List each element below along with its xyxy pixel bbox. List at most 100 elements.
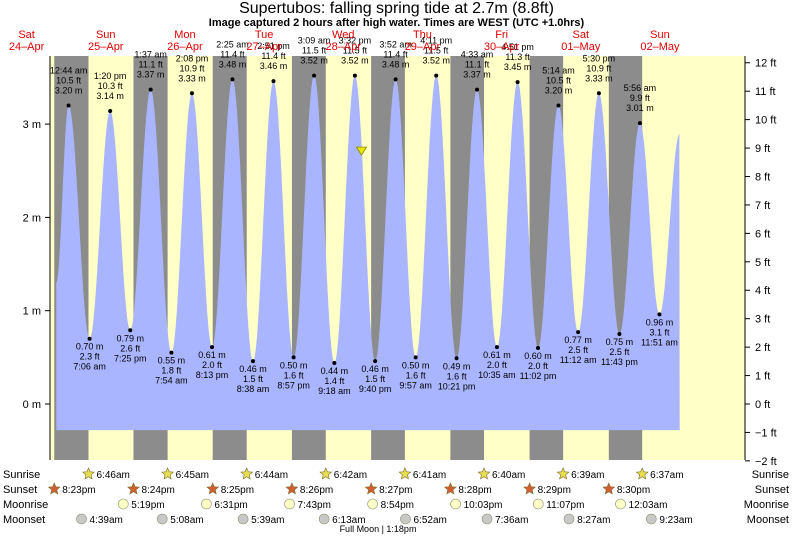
- high-tide-label: 3.20 m: [545, 85, 573, 95]
- high-tide-label: 5:30 pm: [583, 53, 616, 63]
- low-tide-label: 0.96 m: [646, 317, 674, 327]
- sunset-row-label-right: Sunset: [755, 484, 789, 496]
- day-name: Sat: [573, 29, 590, 41]
- moonrise-icon: [284, 498, 295, 510]
- sunset-time: 8:26pm: [300, 485, 333, 496]
- current-level-marker: [355, 146, 368, 156]
- moonrise-time: 11:07pm: [546, 500, 584, 511]
- sunset-icon: [602, 482, 616, 495]
- low-tide-label: 0.61 m: [198, 350, 226, 360]
- low-tide-label: 11:12 am: [560, 355, 597, 365]
- sunrise-icon: [161, 467, 175, 480]
- extreme-point: [108, 109, 113, 114]
- moonset-time: 9:23am: [659, 515, 692, 526]
- right-tick-label: −1 ft: [755, 427, 777, 439]
- low-tide-label: 0.50 m: [402, 360, 430, 370]
- moonset-time: 7:36am: [495, 515, 528, 526]
- extreme-point: [148, 87, 153, 92]
- high-tide-label: 3.46 m: [260, 61, 288, 71]
- extreme-point: [434, 73, 439, 78]
- right-tick-label: 4 ft: [755, 285, 770, 297]
- left-tick-label: 0 m: [23, 399, 41, 411]
- low-tide-label: 1.8 ft: [161, 366, 182, 376]
- tide-area: [56, 75, 680, 431]
- low-tide-label: 0.49 m: [443, 361, 471, 371]
- moonset-time: 5:08am: [170, 515, 203, 526]
- moonrise-time: 10:03pm: [464, 500, 503, 511]
- low-tide-label: 9:18 am: [318, 386, 351, 396]
- sunrise-icon: [319, 467, 333, 480]
- right-tick-label: 1 ft: [755, 371, 770, 383]
- extreme-point: [576, 330, 581, 335]
- moonrise-row-label-right: Moonrise: [744, 499, 789, 511]
- high-tide-label: 3.48 m: [219, 59, 247, 69]
- high-tide-label: 4:11 pm: [420, 36, 452, 46]
- sunset-row-label: Sunset: [3, 484, 37, 496]
- extreme-point: [271, 79, 276, 84]
- low-tide-label: 2.5 ft: [609, 347, 630, 357]
- extreme-point: [230, 77, 235, 82]
- high-tide-label: 10.5 ft: [546, 75, 572, 85]
- high-tide-label: 3.52 m: [341, 56, 369, 66]
- moonset-icon: [76, 513, 87, 525]
- low-tide-label: 7:54 am: [155, 376, 188, 386]
- extreme-point: [87, 336, 92, 341]
- high-tide-label: 11.4 ft: [220, 49, 245, 59]
- sunrise-time: 6:46am: [96, 470, 129, 481]
- high-tide-label: 11.1 ft: [138, 60, 163, 70]
- day-labels: Sat24–AprSun25–AprMon26–AprTue27–AprWed2…: [9, 29, 680, 53]
- sunrise-icon: [398, 467, 412, 480]
- moonrise-icon: [532, 498, 544, 510]
- day-name: Sun: [650, 29, 670, 41]
- moonset-icon: [646, 513, 657, 525]
- moonrise-time: 12:03am: [629, 500, 668, 511]
- high-tide-label: 10.9 ft: [179, 63, 205, 73]
- day-date: 02–May: [640, 41, 680, 53]
- low-tide-label: 8:38 am: [237, 384, 270, 394]
- sunset-icon: [47, 482, 61, 495]
- high-tide-label: 10.5 ft: [56, 75, 82, 85]
- extreme-point: [637, 121, 642, 126]
- sunrise-time: 6:40am: [492, 470, 525, 481]
- low-tide-label: 0.61 m: [483, 350, 511, 360]
- sunset-time: 8:30pm: [617, 485, 650, 496]
- extreme-point: [413, 355, 418, 360]
- day-name: Wed: [332, 29, 354, 41]
- extreme-point: [536, 346, 541, 351]
- high-tide-label: 5:14 am: [542, 65, 575, 75]
- low-tide-label: 7:06 am: [73, 362, 106, 372]
- extreme-point: [494, 345, 499, 350]
- high-tide-label: 3.14 m: [96, 91, 124, 101]
- day-date: 29–Apr: [405, 41, 441, 53]
- extreme-point: [657, 312, 662, 317]
- high-tide-label: 2:08 pm: [176, 53, 209, 63]
- sunrise-time: 6:42am: [334, 470, 367, 481]
- sunset-time: 8:28pm: [458, 485, 491, 496]
- extreme-point: [515, 80, 520, 85]
- sunrise-icon: [635, 467, 649, 480]
- extreme-point: [169, 350, 174, 355]
- moonset-icon: [563, 513, 575, 525]
- high-tide-label: 3.37 m: [463, 70, 491, 80]
- low-tide-label: 0.44 m: [321, 366, 349, 376]
- low-tide-label: 1.5 ft: [365, 374, 386, 384]
- sunrise-icon: [556, 467, 570, 480]
- right-tick-label: 12 ft: [755, 58, 776, 70]
- moonset-time: 8:27am: [577, 515, 610, 526]
- high-tide-label: 10.9 ft: [586, 63, 612, 73]
- low-tide-label: 0.70 m: [76, 342, 104, 352]
- day-date: 24–Apr: [9, 41, 45, 53]
- moonrise-time: 7:43pm: [298, 500, 331, 511]
- moonset-row-label: Moonset: [3, 514, 45, 526]
- moonrise-row-label: Moonrise: [3, 499, 48, 511]
- right-tick-label: 3 ft: [755, 314, 770, 326]
- high-tide-label: 3.33 m: [585, 73, 613, 83]
- high-tide-label: 3:09 am: [298, 36, 331, 46]
- sunset-icon: [206, 482, 220, 495]
- tide-curve: [56, 75, 680, 431]
- low-tide-label: 1.6 ft: [406, 370, 427, 380]
- high-tide-label: 5:56 am: [624, 83, 657, 93]
- extreme-point: [475, 87, 480, 92]
- sunrise-icon: [82, 467, 95, 480]
